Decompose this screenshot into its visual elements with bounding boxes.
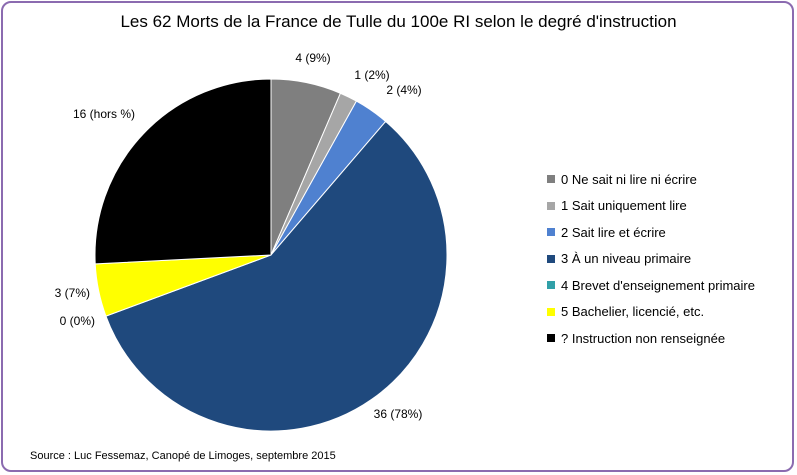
legend-swatch	[547, 254, 555, 263]
legend-label: 5 Bachelier, licencié, etc.	[561, 304, 705, 320]
legend-label: 3 À un niveau primaire	[561, 251, 692, 267]
source-note: Source : Luc Fessemaz, Canopé de Limoges…	[30, 450, 336, 462]
legend-label: 2 Sait lire et écrire	[561, 224, 666, 240]
slice-data-label: 4 (9%)	[295, 51, 330, 65]
pie-slice	[94, 78, 272, 265]
legend-swatch	[547, 307, 555, 316]
legend-swatch	[547, 175, 555, 184]
slice-data-label: 36 (78%)	[374, 407, 423, 421]
slice-data-label: 16 (hors %)	[73, 107, 135, 121]
legend-swatch	[547, 281, 555, 290]
chart-title: Les 62 Morts de la France de Tulle du 10…	[120, 12, 677, 31]
legend-label: 4 Brevet d'enseignement primaire	[561, 277, 755, 293]
legend-swatch	[547, 228, 555, 237]
legend-item: 5 Bachelier, licencié, etc.	[547, 299, 755, 326]
legend: 0 Ne sait ni lire ni écrire 1 Sait unique…	[547, 166, 755, 352]
legend-label: 0 Ne sait ni lire ni écrire	[561, 171, 697, 187]
legend-item: 1 Sait uniquement lire	[547, 193, 755, 220]
legend-item: 2 Sait lire et écrire	[547, 219, 755, 246]
legend-label: 1 Sait uniquement lire	[561, 198, 687, 214]
legend-label: ? Instruction non renseignée	[561, 330, 726, 346]
pie-slice	[105, 120, 448, 432]
slice-data-label: 0 (0%)	[60, 314, 95, 328]
legend-item: 4 Brevet d'enseignement primaire	[547, 272, 755, 299]
slice-data-label: 3 (7%)	[55, 286, 90, 300]
slice-data-label: 1 (2%)	[354, 68, 389, 82]
legend-swatch	[547, 201, 555, 210]
legend-item: 3 À un niveau primaire	[547, 246, 755, 273]
legend-item: 0 Ne sait ni lire ni écrire	[547, 166, 755, 193]
legend-swatch	[547, 334, 555, 343]
slice-data-label: 2 (4%)	[386, 83, 421, 97]
legend-item: ? Instruction non renseignée	[547, 325, 755, 352]
